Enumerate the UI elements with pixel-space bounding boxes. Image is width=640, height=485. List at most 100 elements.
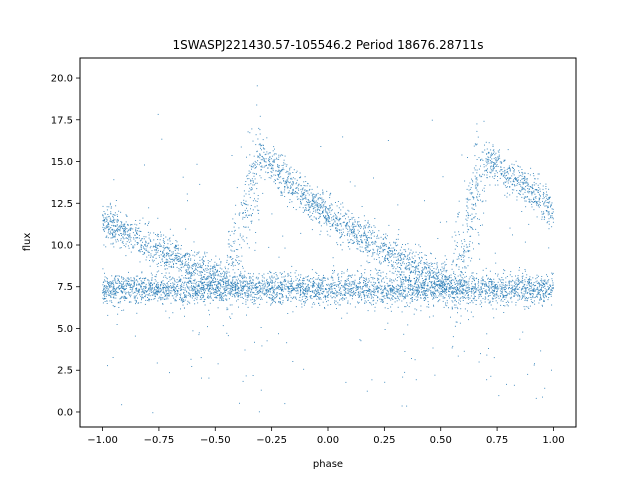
data-point [259,295,261,297]
data-point [545,188,547,190]
data-point [537,293,539,295]
data-point [304,297,306,299]
data-point [176,259,178,261]
data-point [104,276,106,278]
data-point [463,259,465,261]
data-point [297,284,299,286]
data-point [416,280,417,281]
data-point [275,278,277,280]
data-point [302,286,304,288]
data-point [277,287,279,289]
data-point [233,289,235,291]
data-point [504,285,506,287]
data-point [234,276,236,278]
data-point [261,165,263,167]
data-point [203,262,204,264]
data-point [404,297,406,298]
data-point [382,302,384,303]
data-point [167,287,169,289]
data-point [546,202,548,203]
data-point [229,291,231,293]
data-point [188,288,190,290]
data-point [209,285,210,287]
data-point [291,178,293,180]
data-point [508,288,509,290]
data-point [389,284,391,286]
data-point [451,307,453,309]
data-point [112,280,114,282]
data-point [539,195,541,197]
data-point [190,296,192,298]
data-point [267,285,269,287]
data-point [502,290,503,292]
data-point [537,191,539,193]
data-point [234,286,236,288]
data-point [189,295,191,297]
data-point [539,294,541,295]
data-point [305,204,307,206]
data-point [156,292,158,294]
data-point [251,168,252,170]
data-point [229,290,231,292]
data-point [320,279,322,281]
data-point [220,299,222,301]
data-point [483,283,485,285]
data-point [449,277,451,279]
data-point [522,189,524,191]
data-point [134,282,136,284]
data-point [116,229,117,231]
data-point [343,221,345,223]
data-point [274,294,276,296]
data-point [189,254,191,256]
data-point [194,255,196,257]
data-point [444,279,446,281]
data-point [201,287,203,289]
data-point [405,295,407,297]
data-point [156,248,157,250]
data-point [281,272,283,274]
data-point [390,253,392,255]
data-point [223,289,225,291]
data-point [460,286,462,288]
data-point [365,249,367,251]
data-point [173,285,175,287]
data-point [261,297,262,299]
data-point [269,288,271,289]
data-point [192,279,194,281]
data-point [269,297,271,299]
data-point [291,194,293,196]
data-point [256,188,258,190]
data-point [390,291,392,293]
data-point [114,279,116,281]
data-point [511,287,513,289]
data-point [332,282,334,284]
data-point [255,277,257,279]
data-point [312,212,314,214]
data-point [357,301,358,303]
data-point [456,293,458,295]
data-point [125,297,126,299]
data-point [449,284,450,286]
data-point [358,291,359,293]
data-point [352,295,353,297]
data-point [532,290,534,292]
data-point [280,190,282,192]
data-point [353,225,355,227]
data-point [414,273,416,275]
data-point [337,273,339,275]
data-point [290,292,292,294]
data-point [416,279,417,281]
data-point [420,284,422,286]
data-point [131,280,133,282]
data-point [356,286,358,288]
data-point [308,286,310,288]
data-point [260,159,262,161]
data-point [551,291,553,293]
data-point [513,189,515,191]
data-point [333,287,335,289]
data-point [370,302,372,304]
data-point [249,273,251,275]
data-point [547,207,549,209]
data-point [165,246,167,248]
data-point [454,276,456,278]
